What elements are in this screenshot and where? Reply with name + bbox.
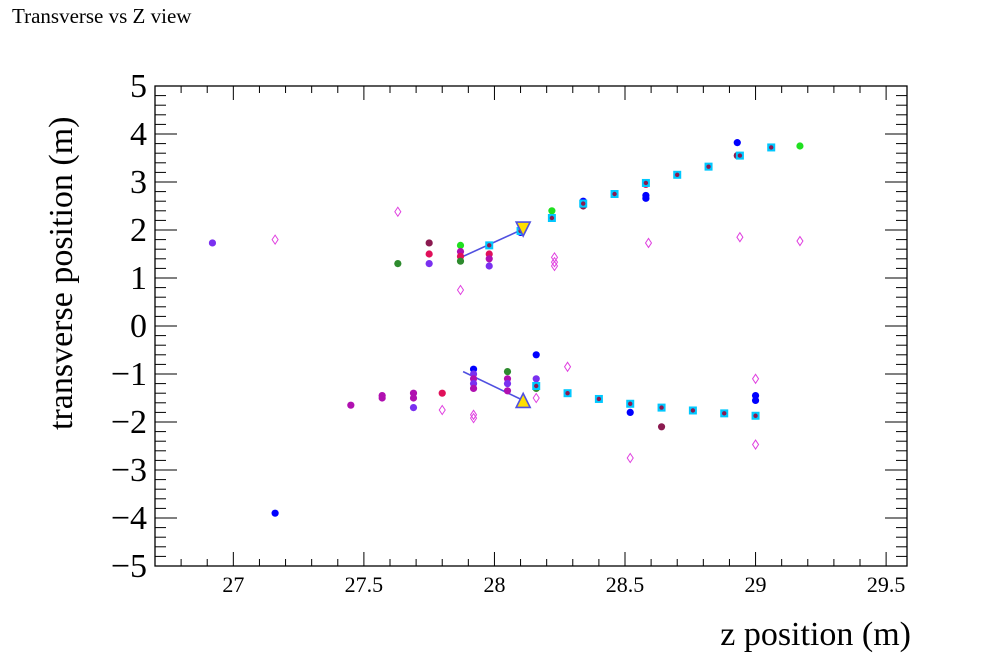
point-circle (456, 241, 465, 249)
point-diamond (469, 412, 478, 424)
x-axis-label: z position (m) (720, 616, 911, 653)
point-diamond (644, 237, 653, 249)
point-square-core (737, 153, 743, 158)
point-square-core (659, 405, 664, 410)
point-circle (485, 255, 493, 263)
point-circle (409, 404, 418, 412)
point-circle (378, 392, 386, 400)
vertex-triangle-up (514, 391, 532, 409)
x-tick-label: 27.5 (345, 572, 384, 597)
y-tick-label: −2 (111, 404, 147, 441)
x-tick-label: 28.5 (606, 572, 645, 597)
plot-frame (154, 85, 908, 567)
point-circle (733, 139, 741, 147)
tick-labels: 27 27.5 28 28.5 29 29.5 5 4 3 2 1 0 −1 −2 −3 −4 −5 (111, 68, 906, 597)
y-tick-label: 1 (130, 260, 147, 297)
point-diamond (626, 452, 634, 464)
point-diamond (532, 392, 540, 404)
point-diamond (563, 361, 572, 373)
x-tick-label: 29.5 (867, 572, 906, 597)
point-circle (409, 394, 418, 402)
point-diamond (736, 231, 744, 243)
point-circle (425, 250, 433, 258)
y-tick-label: 0 (130, 308, 147, 345)
point-circle (657, 423, 666, 431)
point-diamond (751, 439, 760, 450)
point-diamond (550, 260, 559, 272)
point-circle (394, 260, 402, 268)
y-tick-label: 4 (130, 116, 147, 153)
point-square-core (643, 180, 649, 186)
point-circle (425, 260, 433, 268)
y-tick-label: 3 (130, 164, 147, 201)
vertex-triangle-down (514, 221, 532, 238)
point-square-core (690, 408, 696, 413)
point-circle (503, 380, 512, 388)
point-circle (503, 387, 512, 395)
x-tick-label: 29 (745, 572, 767, 597)
x-tick-label: 28 (483, 572, 505, 597)
point-square-core (628, 401, 633, 406)
point-circle (532, 375, 540, 383)
y-tick-label: 5 (130, 68, 147, 105)
point-circle (456, 257, 465, 265)
point-square-core (612, 191, 617, 197)
y-tick-label: 2 (130, 212, 147, 249)
axis-ticks (154, 85, 907, 567)
point-square-core (549, 215, 555, 221)
y-tick-label: −4 (111, 500, 147, 537)
vertex-markers (514, 221, 532, 409)
point-circle (626, 408, 634, 416)
point-circle (796, 142, 804, 150)
point-square-core (534, 383, 539, 389)
point-square-core (769, 145, 774, 150)
y-tick-label: −3 (111, 452, 147, 489)
point-circle (642, 194, 650, 202)
point-square-core (581, 201, 586, 206)
point-circle (532, 351, 540, 359)
point-diamond (438, 404, 446, 416)
point-diamond (751, 373, 760, 385)
point-square-core (706, 164, 711, 169)
point-diamond (796, 235, 804, 247)
point-circle (425, 239, 433, 247)
y-axis-label: transverse position (m) (43, 117, 80, 431)
point-square-core (753, 413, 758, 418)
point-circle (548, 207, 556, 215)
point-circle (271, 509, 279, 517)
point-diamond (271, 234, 279, 246)
point-diamond (469, 409, 478, 421)
point-circle (485, 262, 493, 270)
y-tick-label: −1 (111, 356, 147, 393)
point-square-core (487, 243, 492, 248)
data-points (208, 139, 804, 517)
point-diamond (550, 256, 559, 268)
point-square-core (596, 396, 602, 402)
point-diamond (456, 284, 465, 296)
point-diamond (394, 206, 402, 218)
point-square-core (722, 411, 727, 416)
point-circle (347, 401, 355, 409)
point-square-core (565, 391, 570, 396)
point-circle (503, 368, 512, 376)
point-circle (208, 239, 217, 247)
y-tick-label: −5 (111, 548, 147, 585)
point-circle (438, 389, 446, 397)
point-square-core (675, 172, 680, 177)
x-tick-label: 27 (222, 572, 244, 597)
point-circle (469, 384, 478, 392)
canvas-title: Transverse vs Z view (12, 4, 192, 28)
point-circle (751, 396, 760, 404)
